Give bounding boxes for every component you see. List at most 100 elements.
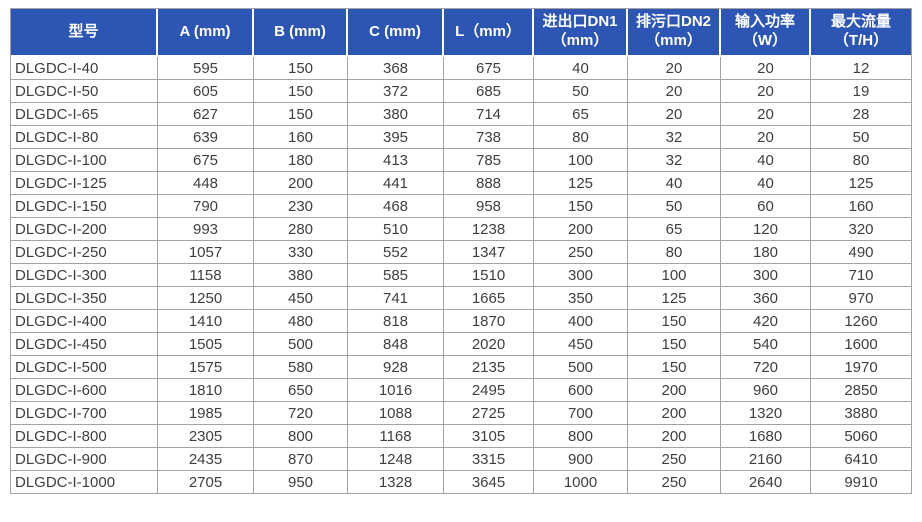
value-cell: 710 xyxy=(811,264,911,287)
value-cell: 1320 xyxy=(721,402,811,425)
table-row: DLGDC-I-900 2435 870 1248 3315 900 250 2160 6410 xyxy=(11,448,911,471)
value-cell: 958 xyxy=(444,195,534,218)
header-label: 最大流量 xyxy=(830,13,891,31)
value-cell: 928 xyxy=(348,356,444,379)
header-label: L（mm） xyxy=(455,22,521,40)
value-cell: 741 xyxy=(348,287,444,310)
value-cell: 1158 xyxy=(158,264,254,287)
value-cell: 785 xyxy=(444,149,534,172)
value-cell: 360 xyxy=(721,287,811,310)
value-cell: 1250 xyxy=(158,287,254,310)
table-header: 型号 A (mm) B (mm) C (mm) L（mm） xyxy=(11,9,911,57)
value-cell: 650 xyxy=(254,379,348,402)
model-cell: DLGDC-I-800 xyxy=(11,425,158,448)
model-cell: DLGDC-I-100 xyxy=(11,149,158,172)
value-cell: 605 xyxy=(158,80,254,103)
value-cell: 380 xyxy=(348,103,444,126)
value-cell: 6410 xyxy=(811,448,911,471)
value-cell: 200 xyxy=(628,425,721,448)
value-cell: 230 xyxy=(254,195,348,218)
value-cell: 80 xyxy=(811,149,911,172)
value-cell: 888 xyxy=(444,172,534,195)
value-cell: 368 xyxy=(348,57,444,80)
value-cell: 450 xyxy=(254,287,348,310)
value-cell: 600 xyxy=(534,379,628,402)
value-cell: 950 xyxy=(254,471,348,493)
value-cell: 714 xyxy=(444,103,534,126)
value-cell: 20 xyxy=(721,57,811,80)
table-row: DLGDC-I-1000 2705 950 1328 3645 1000 250 2640 99… xyxy=(11,471,911,493)
model-cell: DLGDC-I-350 xyxy=(11,287,158,310)
value-cell: 2160 xyxy=(721,448,811,471)
value-cell: 1665 xyxy=(444,287,534,310)
model-cell: DLGDC-I-50 xyxy=(11,80,158,103)
value-cell: 100 xyxy=(628,264,721,287)
value-cell: 380 xyxy=(254,264,348,287)
value-cell: 150 xyxy=(254,80,348,103)
value-cell: 685 xyxy=(444,80,534,103)
table-row: DLGDC-I-500 1575 580 928 2135 500 150 720 1970 xyxy=(11,356,911,379)
table-row: DLGDC-I-350 1250 450 741 1665 350 125 360 970 xyxy=(11,287,911,310)
value-cell: 1238 xyxy=(444,218,534,241)
model-cell: DLGDC-I-500 xyxy=(11,356,158,379)
value-cell: 700 xyxy=(534,402,628,425)
value-cell: 40 xyxy=(534,57,628,80)
value-cell: 180 xyxy=(254,149,348,172)
value-cell: 50 xyxy=(628,195,721,218)
header-drain-dn2: 排污口DN2 （mm） xyxy=(628,9,721,57)
value-cell: 12 xyxy=(811,57,911,80)
value-cell: 180 xyxy=(721,241,811,264)
header-b-mm: B (mm) xyxy=(254,9,348,57)
header-label: C (mm) xyxy=(369,22,421,40)
model-cell: DLGDC-I-125 xyxy=(11,172,158,195)
header-input-power: 输入功率 （W） xyxy=(721,9,811,57)
value-cell: 993 xyxy=(158,218,254,241)
value-cell: 80 xyxy=(534,126,628,149)
value-cell: 200 xyxy=(254,172,348,195)
value-cell: 330 xyxy=(254,241,348,264)
value-cell: 738 xyxy=(444,126,534,149)
value-cell: 65 xyxy=(628,218,721,241)
value-cell: 150 xyxy=(254,103,348,126)
value-cell: 40 xyxy=(628,172,721,195)
value-cell: 3880 xyxy=(811,402,911,425)
value-cell: 490 xyxy=(811,241,911,264)
value-cell: 20 xyxy=(628,57,721,80)
value-cell: 60 xyxy=(721,195,811,218)
value-cell: 125 xyxy=(628,287,721,310)
spec-table: 型号 A (mm) B (mm) C (mm) L（mm） xyxy=(10,8,912,494)
value-cell: 5060 xyxy=(811,425,911,448)
header-a-mm: A (mm) xyxy=(158,9,254,57)
header-row: 型号 A (mm) B (mm) C (mm) L（mm） xyxy=(11,9,911,57)
value-cell: 200 xyxy=(628,402,721,425)
model-cell: DLGDC-I-300 xyxy=(11,264,158,287)
value-cell: 870 xyxy=(254,448,348,471)
value-cell: 480 xyxy=(254,310,348,333)
value-cell: 1328 xyxy=(348,471,444,493)
model-cell: DLGDC-I-1000 xyxy=(11,471,158,493)
table-row: DLGDC-I-65 627 150 380 714 65 20 20 28 xyxy=(11,103,911,126)
value-cell: 540 xyxy=(721,333,811,356)
table-row: DLGDC-I-100 675 180 413 785 100 32 40 80 xyxy=(11,149,911,172)
value-cell: 150 xyxy=(628,333,721,356)
value-cell: 413 xyxy=(348,149,444,172)
header-label: 输入功率 xyxy=(734,13,795,31)
value-cell: 3315 xyxy=(444,448,534,471)
value-cell: 1505 xyxy=(158,333,254,356)
value-cell: 300 xyxy=(721,264,811,287)
value-cell: 2305 xyxy=(158,425,254,448)
value-cell: 441 xyxy=(348,172,444,195)
value-cell: 160 xyxy=(811,195,911,218)
header-l-mm: L（mm） xyxy=(444,9,534,57)
value-cell: 675 xyxy=(444,57,534,80)
value-cell: 970 xyxy=(811,287,911,310)
table-row: DLGDC-I-450 1505 500 848 2020 450 150 540 1600 xyxy=(11,333,911,356)
value-cell: 468 xyxy=(348,195,444,218)
table-row: DLGDC-I-40 595 150 368 675 40 20 20 12 xyxy=(11,57,911,80)
value-cell: 125 xyxy=(534,172,628,195)
table-row: DLGDC-I-800 2305 800 1168 3105 800 200 1680 5060 xyxy=(11,425,911,448)
value-cell: 400 xyxy=(534,310,628,333)
value-cell: 50 xyxy=(811,126,911,149)
model-cell: DLGDC-I-200 xyxy=(11,218,158,241)
